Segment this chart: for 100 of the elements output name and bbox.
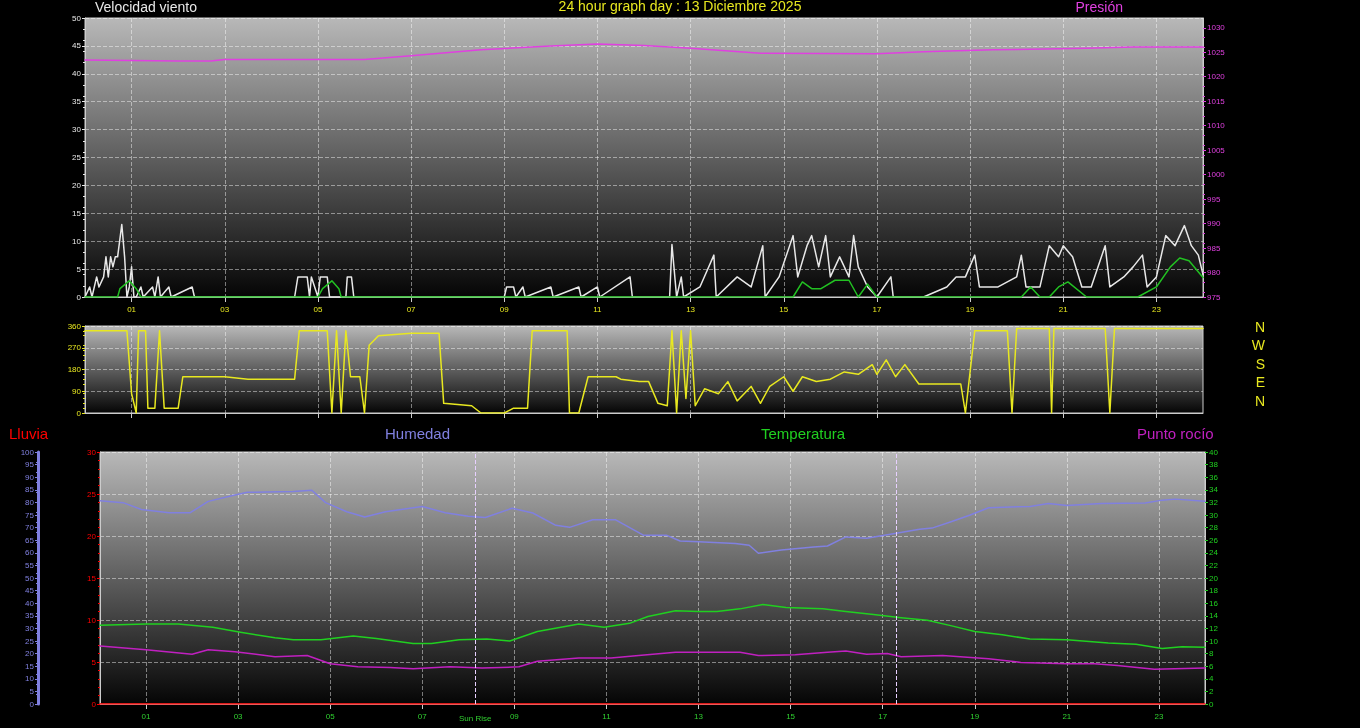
y3-tick-label: 60 <box>25 548 35 558</box>
x-tick-label: 01 <box>127 304 137 314</box>
y2-tick-label: 18 <box>1209 586 1219 596</box>
y3-tick-label: 90 <box>25 472 35 482</box>
y2-tick-label: 980 <box>1207 268 1221 278</box>
x-tick-label: 23 <box>1151 304 1162 314</box>
text: E <box>1255 374 1266 391</box>
y2-tick-label: 6 <box>1209 661 1214 671</box>
text: Temperatura <box>761 425 846 442</box>
x-tick-label: 11 <box>602 711 612 721</box>
y3-tick-label: 95 <box>25 460 35 470</box>
y3-tick-label: 80 <box>25 497 35 507</box>
y2-tick-label: 24 <box>1209 548 1219 558</box>
y3-tick-label: 25 <box>25 636 35 646</box>
x-tick-label: 17 <box>872 304 882 314</box>
y2-tick-label: 1030 <box>1207 23 1226 33</box>
y-tick-label: 5 <box>91 657 97 667</box>
y3-tick-label: 40 <box>25 598 35 608</box>
y2-tick-label: 975 <box>1207 292 1221 302</box>
y2-tick-label: 26 <box>1209 535 1219 545</box>
y-tick-label: 10 <box>72 236 82 246</box>
line-series <box>99 489 1206 555</box>
x-tick-label: 21 <box>1062 711 1072 721</box>
y-tick-label: 30 <box>72 125 82 135</box>
y-tick-label: 25 <box>72 153 82 162</box>
y-tick-label: 0 <box>91 699 97 709</box>
y-tick-label: 360 <box>67 321 82 331</box>
y2-tick-label: 8 <box>1209 649 1214 659</box>
x-tick-label: 01 <box>141 711 152 721</box>
text: Humedad <box>385 425 451 442</box>
x-tick-label: 09 <box>499 304 510 314</box>
y2-tick-label: 1015 <box>1207 96 1226 106</box>
x-tick-label: 13 <box>686 304 696 314</box>
y3-tick-label: 65 <box>25 535 35 545</box>
y3-tick-label: 85 <box>25 485 35 495</box>
y2-tick-label: 990 <box>1207 219 1221 229</box>
chart-title: 24 hour graph day : 13 Diciembre 2025 <box>558 0 802 14</box>
text: W <box>1251 337 1266 354</box>
y-tick-label: 15 <box>87 573 97 583</box>
y3-tick-label: 70 <box>25 523 35 533</box>
y2-tick-label: 0 <box>1209 699 1214 709</box>
y3-tick-label: 5 <box>29 686 35 696</box>
y2-tick-label: 22 <box>1209 560 1219 570</box>
y2-tick-label: 16 <box>1209 598 1219 608</box>
y2-tick-label: 12 <box>1209 623 1219 633</box>
x-tick-label: 15 <box>786 711 796 721</box>
y2-tick-label: 1010 <box>1207 121 1226 131</box>
x-tick-label: 09 <box>509 711 520 721</box>
text: Lluvia <box>9 425 49 442</box>
y-axis-title: Velocidad viento <box>95 0 198 15</box>
y2-tick-label: 10 <box>1209 636 1219 646</box>
y3-tick-label: 50 <box>25 573 35 583</box>
y2-tick-label: 34 <box>1209 485 1219 495</box>
y-tick-label: 30 <box>87 447 97 457</box>
x-tick-label: 17 <box>878 711 888 721</box>
y2-axis-title: Presión <box>1075 0 1123 15</box>
y-tick-label: 0 <box>76 292 82 302</box>
y-tick-label: 35 <box>72 97 82 107</box>
y-tick-label: 25 <box>87 489 97 499</box>
y3-tick-label: 55 <box>25 560 35 570</box>
y2-tick-label: 1005 <box>1207 145 1226 155</box>
y-tick-label: 0 <box>76 408 82 418</box>
y2-tick-label: 1000 <box>1207 170 1226 180</box>
y3-tick-label: 20 <box>25 649 35 659</box>
y3-tick-label: 0 <box>29 699 35 709</box>
y-tick-label: 180 <box>67 365 82 374</box>
ref-line-label: Sun Rise <box>459 713 493 723</box>
x-tick-label: 05 <box>313 304 323 314</box>
y2-tick-label: 32 <box>1209 497 1219 507</box>
x-tick-label: 05 <box>325 711 336 721</box>
y2-tick-label: 1025 <box>1207 47 1226 57</box>
y2-tick-label: 4 <box>1209 674 1214 684</box>
x-tick-label: 07 <box>406 304 417 314</box>
y3-tick-label: 30 <box>25 623 35 633</box>
y2-tick-label: 1020 <box>1207 72 1226 82</box>
line-series <box>99 603 1206 650</box>
y3-tick-label: 100 <box>20 447 35 457</box>
y-tick-label: 50 <box>72 13 82 23</box>
x-tick-label: 11 <box>593 304 603 314</box>
y2-tick-label: 14 <box>1209 611 1219 621</box>
y2-tick-label: 28 <box>1209 523 1219 533</box>
y-tick-label: 20 <box>72 180 82 190</box>
y3-tick-label: 15 <box>25 661 35 671</box>
text: N <box>1254 392 1266 409</box>
y2-tick-label: 995 <box>1207 194 1221 204</box>
x-tick-label: 03 <box>233 711 244 721</box>
x-tick-label: 23 <box>1154 711 1164 721</box>
line-series <box>99 645 1206 671</box>
y2-tick-label: 20 <box>1209 573 1219 583</box>
y2-tick-label: 36 <box>1209 472 1219 482</box>
y2-tick-label: 40 <box>1209 447 1219 457</box>
y3-tick-label: 35 <box>25 611 35 621</box>
x-tick-label: 07 <box>417 711 428 721</box>
y-tick-label: 10 <box>87 615 97 625</box>
y3-tick-label: 10 <box>25 674 35 684</box>
y2-tick-label: 2 <box>1209 686 1214 696</box>
text: S <box>1255 355 1266 372</box>
y3-tick-label: 45 <box>25 586 35 596</box>
y-tick-label: 5 <box>76 264 82 274</box>
x-tick-label: 03 <box>220 304 230 314</box>
